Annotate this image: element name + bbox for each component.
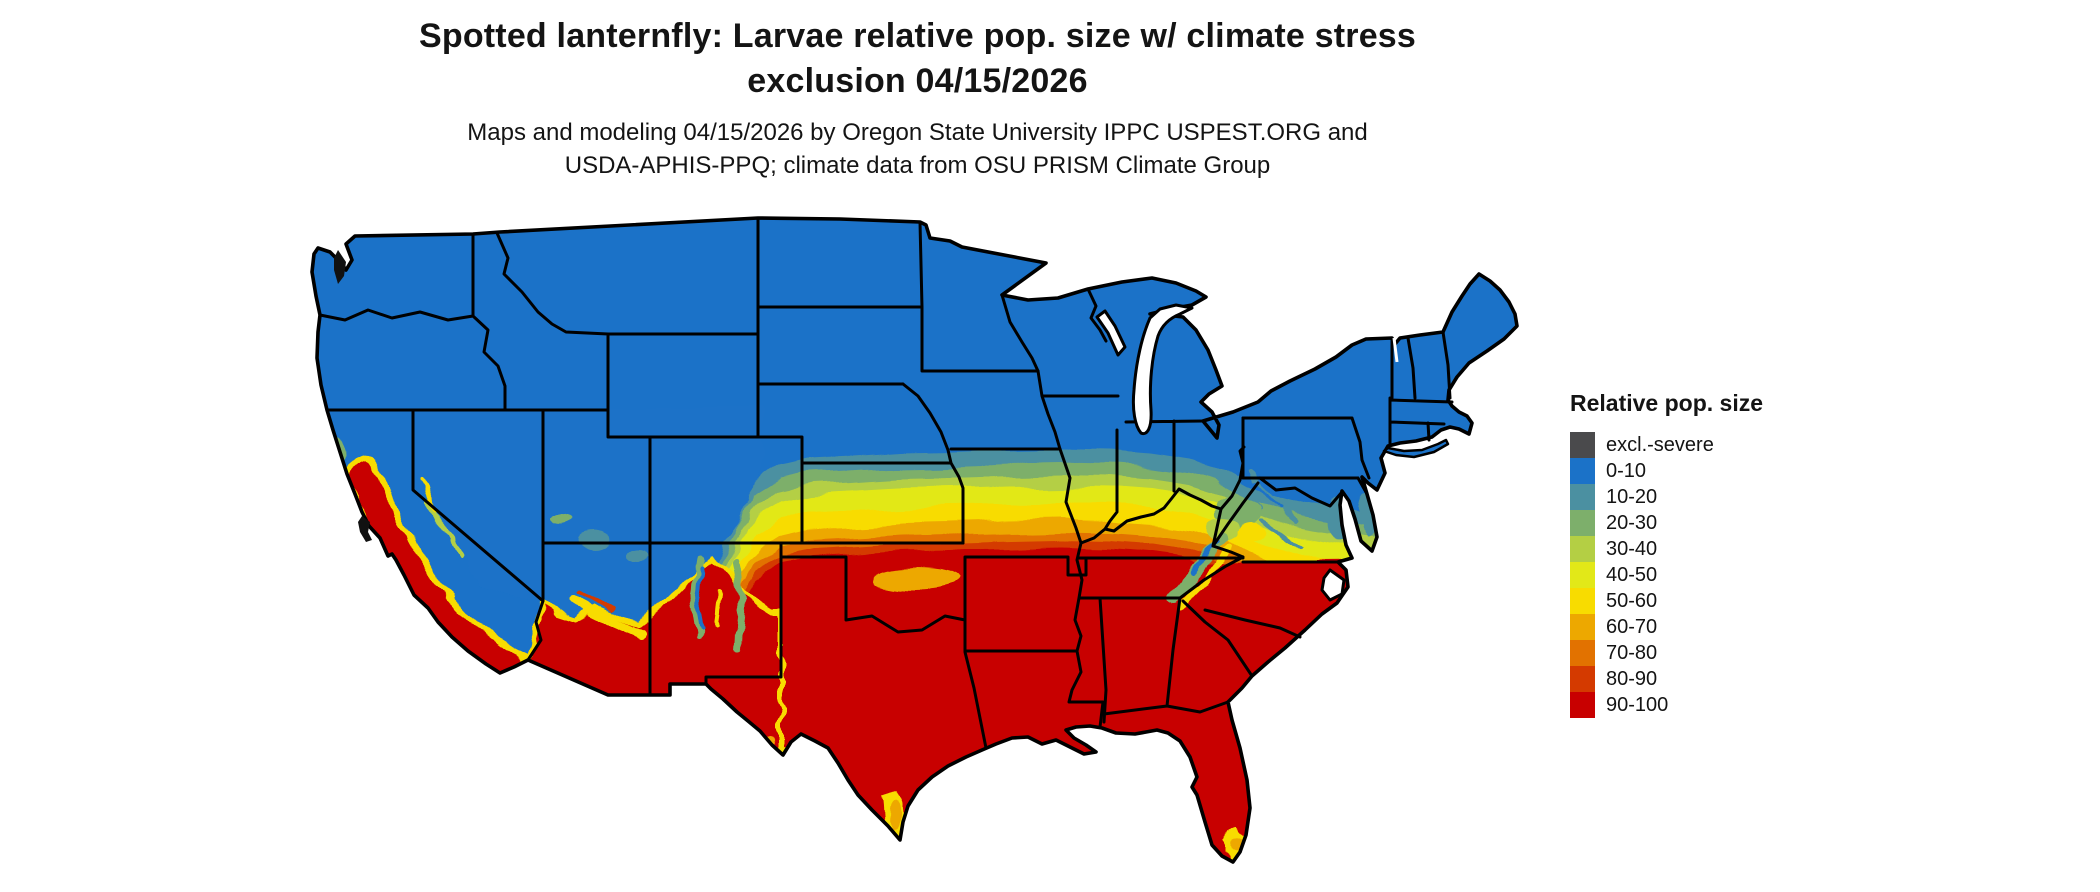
pamlico-sound bbox=[1320, 568, 1346, 602]
legend-label: 70-80 bbox=[1606, 642, 1658, 664]
legend-swatch bbox=[1570, 432, 1595, 458]
legend-item: 60-70 bbox=[1570, 614, 1810, 640]
state-borders-west bbox=[318, 216, 965, 697]
legend-swatch bbox=[1570, 588, 1595, 614]
legend-swatch bbox=[1570, 536, 1595, 562]
legend-item: 10-20 bbox=[1570, 484, 1810, 510]
legend-item: excl.-severe bbox=[1570, 432, 1810, 458]
legend-label: excl.-severe bbox=[1606, 434, 1714, 456]
legend-swatch bbox=[1570, 562, 1595, 588]
title-line-1: Spotted lanternfly: Larvae relative pop.… bbox=[418, 17, 1417, 55]
legend-item: 70-80 bbox=[1570, 640, 1810, 666]
title-line-2: exclusion 04/15/2026 bbox=[747, 62, 1088, 100]
legend-label: 20-30 bbox=[1606, 512, 1658, 534]
legend-title: Relative pop. size bbox=[1570, 390, 1764, 416]
socal-red bbox=[430, 612, 528, 673]
lake-champlain bbox=[1392, 337, 1399, 363]
page-subtitle: Maps and modeling 04/15/2026 by Oregon S… bbox=[0, 116, 1835, 182]
long-island bbox=[1382, 438, 1450, 459]
legend-swatch bbox=[1570, 458, 1595, 484]
state-borders-south bbox=[1067, 481, 1340, 729]
legend-item: 90-100 bbox=[1570, 692, 1810, 718]
map-landmass bbox=[312, 218, 1517, 862]
legend-label: 0-10 bbox=[1606, 460, 1647, 482]
us-map bbox=[310, 216, 1519, 864]
state-borders-plains bbox=[704, 220, 1088, 750]
legend-item: 50-60 bbox=[1570, 588, 1810, 614]
legend-item: 80-90 bbox=[1570, 666, 1810, 692]
intermountain-blue-plateau bbox=[413, 408, 762, 624]
legend-item: 40-50 bbox=[1570, 562, 1810, 588]
legend-item: 20-30 bbox=[1570, 510, 1810, 536]
subtitle-line-2: USDA-APHIS-PPQ; climate data from OSU PR… bbox=[564, 152, 1271, 179]
legend-label: 60-70 bbox=[1606, 616, 1658, 638]
subtitle-line-1: Maps and modeling 04/15/2026 by Oregon S… bbox=[467, 119, 1368, 146]
legend-swatch bbox=[1570, 666, 1595, 692]
legend-swatch bbox=[1570, 510, 1595, 536]
legend-items: excl.-severe 0-10 10-20 20-30 30-40 40-50 50-6… bbox=[1570, 432, 1810, 718]
puget-sound bbox=[334, 250, 346, 284]
legend-swatch bbox=[1570, 484, 1595, 510]
legend-label: 10-20 bbox=[1606, 486, 1658, 508]
legend: Relative pop. size excl.-severe 0-10 10-20… bbox=[1570, 390, 1810, 718]
legend-item: 0-10 bbox=[1570, 458, 1810, 484]
great-lakes bbox=[334, 250, 1450, 602]
legend-swatch bbox=[1570, 692, 1595, 718]
page-title: Spotted lanternfly: Larvae relative pop.… bbox=[0, 14, 1835, 104]
legend-label: 30-40 bbox=[1606, 538, 1658, 560]
legend-label: 50-60 bbox=[1606, 590, 1658, 612]
san-francisco-bay bbox=[358, 516, 372, 542]
green-bay bbox=[1095, 309, 1127, 357]
state-borders-midwest bbox=[1000, 287, 1246, 545]
us-outline bbox=[310, 216, 1519, 864]
state-borders-east bbox=[1241, 330, 1454, 508]
lake-michigan bbox=[1131, 303, 1194, 436]
legend-label: 90-100 bbox=[1606, 694, 1669, 716]
legend-label: 40-50 bbox=[1606, 564, 1658, 586]
legend-item: 30-40 bbox=[1570, 536, 1810, 562]
legend-swatch bbox=[1570, 614, 1595, 640]
legend-swatch bbox=[1570, 640, 1595, 666]
state-borders bbox=[318, 216, 1454, 750]
legend-label: 80-90 bbox=[1606, 668, 1658, 690]
